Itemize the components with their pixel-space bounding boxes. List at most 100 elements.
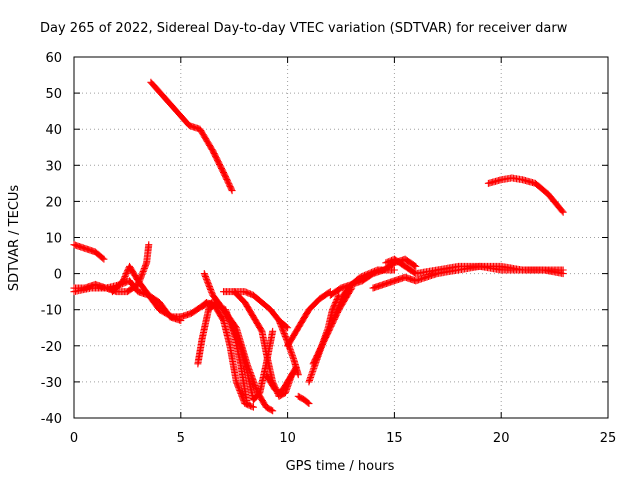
data-point: [122, 271, 130, 279]
data-point: [235, 385, 243, 393]
data-point: [337, 297, 345, 305]
data-point: [201, 272, 209, 280]
series-arc-15: [284, 288, 334, 350]
data-point: [234, 382, 242, 390]
x-tick-label: 5: [177, 431, 185, 446]
y-tick-label: 10: [45, 232, 62, 247]
data-point: [137, 272, 145, 280]
data-point: [249, 403, 257, 411]
series-arc-22: [382, 255, 567, 278]
data-point: [281, 332, 289, 340]
series-arc-08: [198, 298, 257, 411]
data-point: [267, 406, 275, 414]
series-arc-03: [70, 241, 108, 263]
x-tick-label: 10: [279, 431, 296, 446]
data-point: [119, 277, 127, 285]
series-arc-16: [294, 392, 313, 408]
data-point: [336, 298, 344, 306]
y-tick-label: 60: [45, 51, 62, 66]
data-point: [204, 278, 212, 286]
data-point: [203, 275, 211, 283]
data-point: [282, 334, 290, 342]
data-point: [331, 311, 339, 319]
data-point: [332, 310, 340, 318]
data-point: [145, 241, 153, 249]
data-point: [207, 287, 215, 295]
data-point: [277, 321, 285, 329]
data-point: [139, 267, 147, 275]
data-point: [205, 281, 213, 289]
data-point: [276, 319, 284, 327]
data-point: [200, 270, 208, 278]
y-tick-label: -10: [41, 304, 62, 319]
data-point: [208, 288, 216, 296]
data-point: [275, 317, 283, 325]
x-tick-label: 25: [600, 431, 617, 446]
data-point: [237, 389, 245, 397]
data-point: [202, 274, 210, 282]
data-point: [336, 300, 344, 308]
data-point: [122, 270, 130, 278]
data-point: [279, 327, 287, 335]
data-point: [559, 266, 567, 274]
data-point: [335, 301, 343, 309]
data-point: [411, 262, 419, 270]
x-tick-label: 15: [386, 431, 403, 446]
data-point: [203, 277, 211, 285]
data-point: [558, 207, 566, 215]
data-point: [138, 270, 146, 278]
y-tick-label: 30: [45, 159, 62, 174]
x-tick-label: 20: [493, 431, 510, 446]
data-marks: [70, 78, 567, 415]
y-tick-label: -30: [41, 376, 62, 391]
data-point: [140, 266, 148, 274]
data-point: [304, 399, 312, 407]
data-point: [201, 271, 209, 279]
data-point: [269, 327, 277, 335]
data-point: [232, 378, 240, 386]
y-tick-label: 0: [54, 268, 62, 283]
data-point: [305, 400, 313, 408]
data-point: [239, 394, 247, 402]
data-point: [278, 324, 286, 332]
series-arc-01: [147, 78, 236, 195]
series-arc-19: [331, 266, 398, 321]
y-tick-label: -40: [41, 412, 62, 427]
data-point: [100, 255, 108, 263]
data-point: [390, 266, 398, 274]
data-point: [337, 296, 345, 304]
data-point: [140, 265, 148, 273]
data-point: [333, 307, 341, 315]
y-tick-label: 40: [45, 123, 62, 138]
data-point: [99, 254, 107, 262]
data-point: [276, 318, 284, 326]
data-point: [248, 403, 256, 411]
data-point: [331, 313, 339, 321]
data-point: [204, 280, 212, 288]
data-point: [559, 208, 567, 216]
data-point: [238, 392, 246, 400]
data-point: [412, 262, 420, 270]
data-point: [233, 379, 241, 387]
data-point: [142, 260, 150, 268]
y-tick-label: 20: [45, 195, 62, 210]
data-point: [233, 381, 241, 389]
data-point: [280, 328, 288, 336]
chart-title: Day 265 of 2022, Sidereal Day-to-day VTE…: [40, 21, 568, 36]
y-tick-label: 50: [45, 87, 62, 102]
data-point: [236, 387, 244, 395]
data-point: [236, 388, 244, 396]
data-point: [235, 384, 243, 392]
x-axis-label: GPS time / hours: [286, 459, 395, 474]
data-point: [206, 284, 214, 292]
data-point: [120, 275, 128, 283]
data-point: [332, 309, 340, 317]
series-arc-14: [275, 317, 302, 379]
data-point: [281, 331, 289, 339]
data-point: [333, 306, 341, 314]
series-arc-10: [222, 306, 277, 404]
x-tick-label: 0: [70, 431, 78, 446]
data-point: [228, 187, 236, 195]
y-axis-label: SDTVAR / TECUs: [7, 185, 22, 292]
